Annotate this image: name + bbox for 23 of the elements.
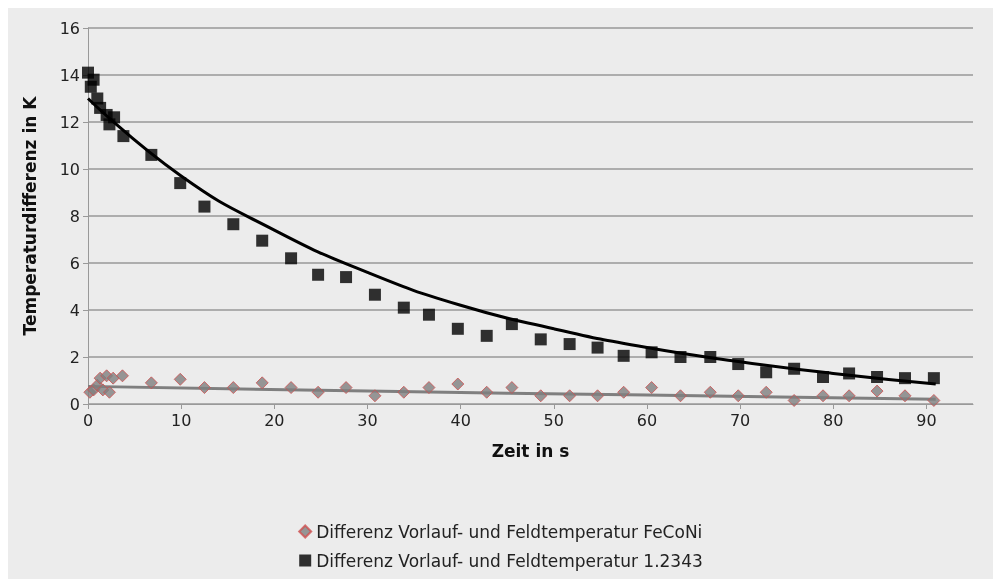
x-tick-label: 30 — [357, 410, 378, 430]
y-tick-label: 8 — [69, 206, 80, 226]
y-tick-label: 14 — [59, 65, 80, 85]
y-tick-label: 16 — [59, 18, 80, 38]
y-tick-label: 10 — [59, 159, 80, 179]
legend-label: Differenz Vorlauf- und Feldtemperatur FeCoNi — [316, 521, 703, 542]
y-tick-label: 6 — [69, 253, 80, 273]
x-tick-label: 90 — [916, 410, 937, 430]
x-tick-label: 60 — [636, 410, 658, 430]
x-tick-label: 40 — [450, 410, 471, 430]
x-tick-label: 70 — [729, 410, 751, 430]
y-tick-label: 4 — [69, 300, 80, 320]
x-tick-label: 20 — [264, 410, 285, 430]
y-tick-label: 12 — [59, 112, 80, 132]
x-tick-label: 10 — [170, 410, 192, 430]
y-tick-label: 0 — [69, 394, 80, 414]
legend-label: Differenz Vorlauf- und Feldtemperatur 1.2343 — [316, 550, 703, 571]
x-tick-label: 0 — [82, 410, 94, 430]
y-axis-title: Temperaturdifferenz in K — [19, 95, 40, 336]
x-tick-label: 50 — [543, 410, 564, 430]
x-axis-title: Zeit in s — [491, 440, 570, 461]
y-tick-label: 2 — [69, 347, 80, 367]
x-tick-label: 80 — [823, 410, 844, 430]
